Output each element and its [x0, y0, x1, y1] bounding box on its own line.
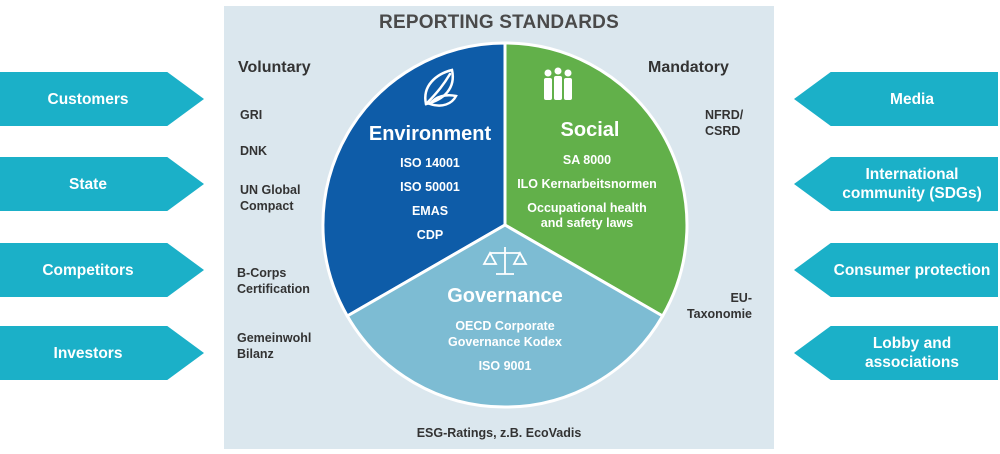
people-icon — [544, 67, 572, 100]
governance-segment — [345, 223, 665, 409]
voluntary-item-b-corps: B-Corps Certification — [237, 266, 310, 296]
stakeholder-customers: Customers — [0, 72, 204, 126]
social-item: and safety laws — [541, 216, 633, 230]
governance-item: ISO 9001 — [479, 359, 532, 373]
page-title: REPORTING STANDARDS — [379, 12, 619, 33]
social-item: ILO Kernarbeitsnormen — [517, 177, 657, 191]
governance-item: OECD Corporate — [455, 319, 554, 333]
mandatory-heading: Mandatory — [648, 59, 729, 76]
stakeholder-lobby-associations: Lobby and associations — [794, 326, 998, 380]
stakeholder-investors: Investors — [0, 326, 204, 380]
voluntary-heading: Voluntary — [238, 59, 311, 76]
social-item: SA 8000 — [563, 153, 611, 167]
voluntary-item-dnk: DNK — [240, 144, 268, 158]
stakeholder-media: Media — [794, 72, 998, 126]
environment-item: EMAS — [412, 204, 448, 218]
mandatory-item-nfrd-csrd: NFRD/ CSRD — [705, 108, 744, 138]
mandatory-item-eu-taxonomie: EU-Taxonomie — [686, 291, 752, 321]
scales-icon — [482, 247, 528, 275]
stakeholder-international-community: International community (SDGs) — [794, 157, 998, 211]
environment-title: Environment — [369, 123, 492, 145]
stakeholder-state: State — [0, 157, 204, 211]
governance-item: Governance Kodex — [448, 335, 562, 349]
governance-title: Governance — [447, 285, 563, 307]
environment-item: ISO 14001 — [400, 156, 460, 170]
social-title: Social — [561, 119, 620, 141]
stakeholder-consumer-protection: Consumer protection — [794, 243, 998, 297]
voluntary-item-un-global-compact: UN Global Compact — [240, 183, 301, 213]
footer-esg-ratings: ESG-Ratings, z.B. EcoVadis — [416, 426, 582, 440]
voluntary-item-gemeinwohl: Gemeinwohl Bilanz — [237, 331, 312, 361]
environment-item: CDP — [417, 228, 443, 242]
environment-item: ISO 50001 — [400, 180, 460, 194]
social-item: Occupational health — [527, 201, 646, 215]
voluntary-item-gri: GRI — [240, 108, 263, 122]
social-segment — [503, 41, 689, 319]
stakeholder-competitors: Competitors — [0, 243, 204, 297]
leaf-icon — [424, 68, 458, 107]
environment-segment — [321, 41, 507, 319]
